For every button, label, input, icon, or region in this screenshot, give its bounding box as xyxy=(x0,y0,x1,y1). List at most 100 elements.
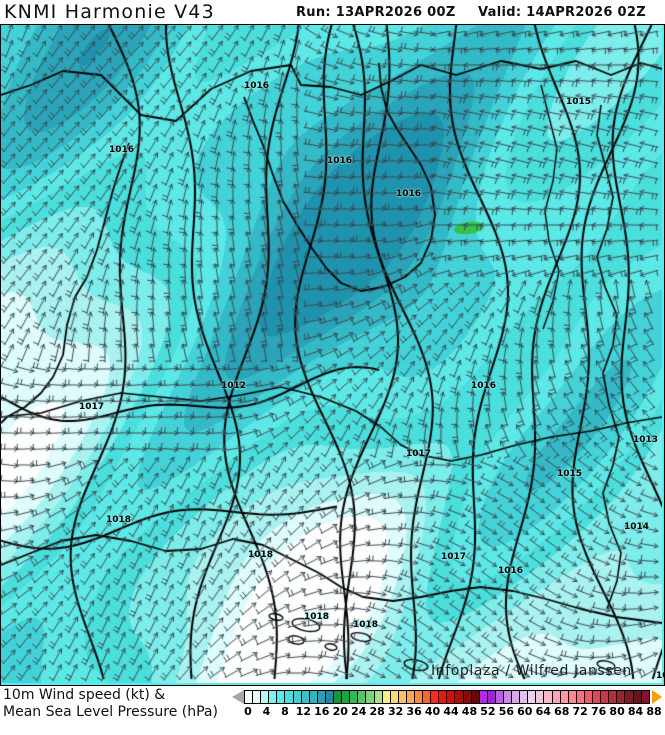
isobar-label: 1015 xyxy=(566,97,592,107)
weather-map-panel[interactable]: 1016 1016 1016 1016 1015 1012 1017 1016 1017 1013… xyxy=(0,24,665,686)
colorbar-swatch xyxy=(593,691,602,703)
colorbar-swatch xyxy=(398,691,407,703)
colorbar-swatch xyxy=(463,691,472,703)
isobar-label: 1018 xyxy=(304,612,330,622)
page-title: KNMI Harmonie V43 xyxy=(4,1,215,23)
colorbar-swatch xyxy=(641,691,649,703)
legend-panel: 10m Wind speed (kt) & Mean Sea Level Pre… xyxy=(0,686,665,735)
colorbar-swatch xyxy=(455,691,464,703)
isobar-label: 1016 xyxy=(327,156,353,166)
colorbar-swatch xyxy=(423,691,432,703)
colorbar-swatch xyxy=(366,691,375,703)
isobar-label: 1017 xyxy=(441,552,467,562)
colorbar-swatch xyxy=(439,691,448,703)
colorbar-swatch xyxy=(512,691,521,703)
colorbar-tick: 0 xyxy=(244,705,252,718)
isobar-label: 1016 xyxy=(396,189,422,199)
isobar-label: 1015 xyxy=(557,469,583,479)
colorbar-tick: 60 xyxy=(517,705,533,718)
colorbar-swatch xyxy=(487,691,496,703)
colorbar-swatch xyxy=(528,691,537,703)
run-timestamp: Run: 13APR2026 00Z xyxy=(296,5,456,20)
colorbar-swatch xyxy=(520,691,529,703)
watermark-credit: Infoplaza / Wilfred Janssen xyxy=(431,663,632,679)
legend-caption-line2: Mean Sea Level Pressure (hPa) xyxy=(3,704,218,720)
colorbar-tick: 44 xyxy=(443,705,459,718)
colorbar-swatch xyxy=(293,691,302,703)
colorbar-swatch xyxy=(285,691,294,703)
colorbar-swatch xyxy=(374,691,383,703)
colorbar-swatch xyxy=(584,691,594,703)
colorbar-swatch xyxy=(269,691,278,703)
colorbar-swatch xyxy=(309,691,318,703)
colorbar-left-arrow-icon xyxy=(232,690,244,704)
colorbar-swatch xyxy=(253,691,262,703)
isobar-label: 1017 xyxy=(406,449,432,459)
wind-field-canvas xyxy=(1,25,662,683)
colorbar-swatch xyxy=(479,691,488,703)
colorbar-swatch xyxy=(447,691,456,703)
legend-caption: 10m Wind speed (kt) & Mean Sea Level Pre… xyxy=(3,687,218,721)
colorbar-swatch xyxy=(495,691,504,703)
colorbar-tick: 68 xyxy=(554,705,570,718)
colorbar-swatch xyxy=(358,691,367,703)
isobar-label: 1016 xyxy=(471,381,497,391)
colorbar-swatch xyxy=(301,691,310,703)
colorbar-swatch xyxy=(390,691,399,703)
isobar-label: 1016 xyxy=(498,566,524,576)
colorbar-swatch xyxy=(504,691,513,703)
colorbar-swatch xyxy=(471,691,480,703)
colorbar-tick: 84 xyxy=(627,705,644,718)
isobar-label: 1012 xyxy=(221,381,247,391)
colorbar-tick: 72 xyxy=(572,705,588,718)
colorbar-swatch xyxy=(277,691,286,703)
colorbar-swatch xyxy=(245,691,254,703)
isobar-label: 1018 xyxy=(248,550,274,560)
header-bar: KNMI Harmonie V43 Run: 13APR2026 00Z Val… xyxy=(0,0,665,24)
colorbar-swatch xyxy=(334,691,343,703)
colorbar-tick: 24 xyxy=(351,705,367,718)
colorbar-tick: 28 xyxy=(369,705,385,718)
isobar-label: 1016 xyxy=(656,671,664,681)
colorbar-swatch xyxy=(552,691,561,703)
isobar-label: 1018 xyxy=(353,620,379,630)
colorbar-tick: 20 xyxy=(332,705,348,718)
colorbar-swatch xyxy=(406,691,415,703)
colorbar-swatch xyxy=(431,691,440,703)
colorbar-swatch xyxy=(601,691,610,703)
legend-caption-line1: 10m Wind speed (kt) & xyxy=(3,687,166,703)
colorbar-swatch xyxy=(609,691,618,703)
valid-timestamp: Valid: 14APR2026 02Z xyxy=(478,5,646,20)
colorbar-tick: 56 xyxy=(498,705,515,718)
colorbar-swatch xyxy=(325,691,335,703)
colorbar-tick: 12 xyxy=(295,705,312,718)
isobar-label: 1016 xyxy=(244,81,270,91)
isobar-label: 1016 xyxy=(109,145,135,155)
colorbar-tick: 16 xyxy=(314,705,330,718)
colorbar-swatch xyxy=(633,691,642,703)
colorbar-swatch xyxy=(350,691,359,703)
colorbar-tick: 8 xyxy=(281,705,289,718)
colorbar-swatch xyxy=(560,691,569,703)
isobar-label: 1017 xyxy=(79,402,105,412)
colorbar-swatch xyxy=(382,691,391,703)
colorbar-tick: 80 xyxy=(609,705,625,718)
colorbar-swatch xyxy=(536,691,545,703)
colorbar-swatch xyxy=(317,691,326,703)
colorbar-tick-labels: 0 4 8 12 16 20 24 28 32 36 40 44 48 52 56 60 64 68 72 76 80 8… xyxy=(232,705,662,719)
colorbar-tick: 40 xyxy=(424,705,441,718)
colorbar-swatch xyxy=(544,691,553,703)
colorbar-swatch xyxy=(625,691,634,703)
colorbar-swatch xyxy=(568,691,577,703)
colorbar-tick: 76 xyxy=(590,705,607,718)
colorbar-tick: 36 xyxy=(406,705,422,718)
colorbar xyxy=(232,690,662,704)
colorbar-swatch xyxy=(576,691,585,703)
colorbar-tick: 32 xyxy=(387,705,404,718)
colorbar-tick: 48 xyxy=(461,705,478,718)
colorbar-swatch xyxy=(414,691,424,703)
isobar-label: 1013 xyxy=(633,435,659,445)
colorbar-tick: 64 xyxy=(535,705,551,718)
isobar-label: 1018 xyxy=(106,515,132,525)
colorbar-tick: 52 xyxy=(480,705,496,718)
